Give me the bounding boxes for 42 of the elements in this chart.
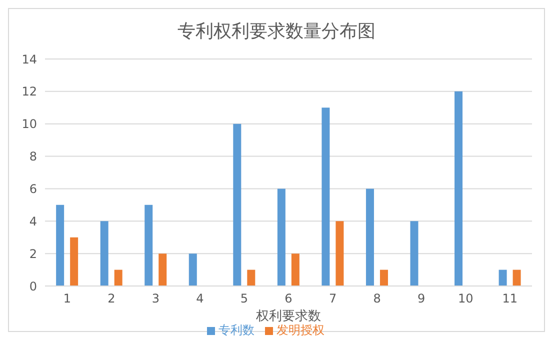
bar	[70, 237, 78, 286]
bar	[247, 270, 256, 286]
x-axis-title: 权利要求数	[255, 309, 321, 324]
y-tick-label: 10	[22, 117, 37, 132]
x-tick-label: 10	[458, 292, 474, 306]
x-tick-label: 3	[152, 292, 160, 306]
chart-title: 专利权利要求数量分布图	[176, 20, 376, 44]
bar	[100, 221, 108, 286]
x-tick-label: 4	[196, 292, 204, 306]
bar	[366, 188, 374, 286]
x-tick-label: 5	[240, 292, 248, 306]
y-tick-label: 14	[22, 52, 37, 66]
y-tick-label: 6	[29, 182, 37, 196]
y-tick-label: 4	[29, 214, 37, 228]
bar	[336, 221, 344, 286]
bar	[158, 254, 167, 286]
bar	[233, 124, 242, 286]
x-tick-label: 9	[418, 292, 426, 306]
y-tick-label: 8	[29, 150, 37, 164]
bar	[56, 204, 64, 286]
bar	[410, 221, 418, 286]
y-tick-label: 12	[22, 84, 37, 99]
bar	[291, 254, 300, 286]
bar	[498, 270, 507, 286]
bar	[114, 270, 122, 286]
y-tick-label: 2	[29, 246, 37, 261]
bar	[277, 188, 286, 286]
bar	[188, 254, 197, 286]
y-tick-label: 0	[29, 279, 37, 294]
bar	[454, 91, 463, 286]
x-tick-label: 1	[63, 292, 71, 306]
bar	[322, 108, 330, 286]
x-tick-label: 11	[502, 292, 518, 306]
bar	[512, 270, 521, 286]
legend-label: 专利数	[218, 323, 254, 337]
x-tick-label: 8	[373, 292, 381, 306]
x-tick-label: 2	[108, 292, 116, 306]
bar	[380, 270, 388, 286]
bar	[144, 204, 153, 286]
x-tick-label: 7	[328, 292, 337, 306]
x-tick-label: 6	[284, 292, 292, 306]
legend-label: 发明授权	[276, 323, 324, 337]
